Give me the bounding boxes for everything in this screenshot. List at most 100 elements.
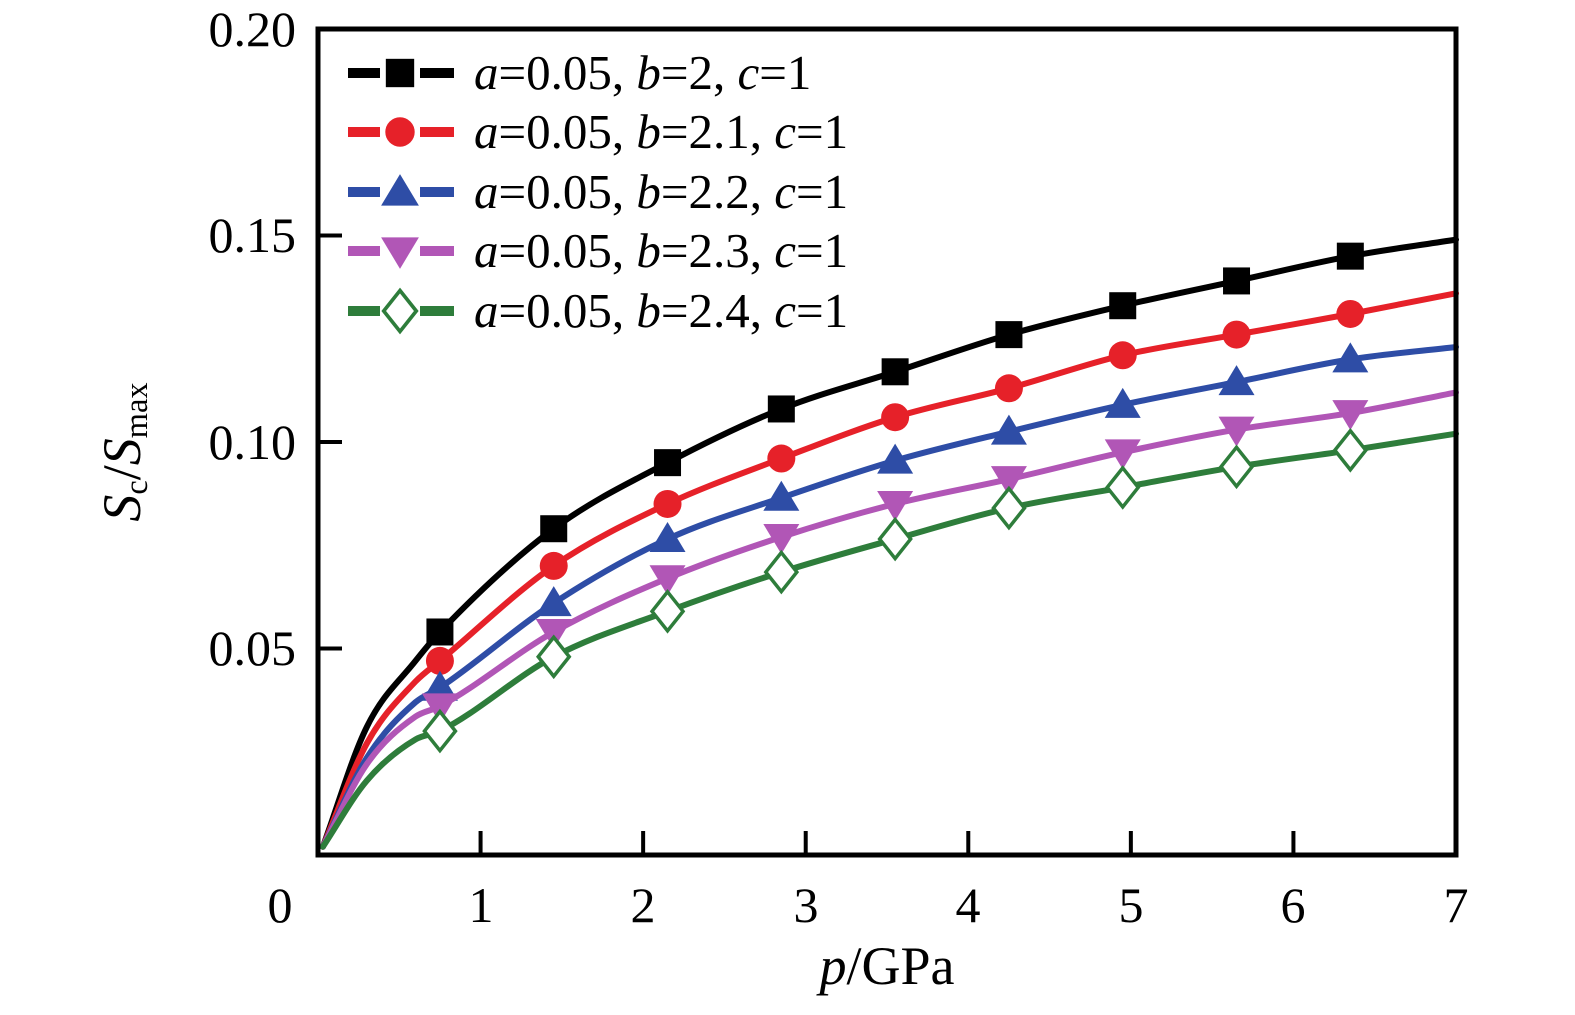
legend-filled-triangle-up (381, 174, 419, 206)
marker-filled-square-b2 (767, 395, 795, 423)
marker-filled-triangle-down-b2.3 (421, 693, 458, 724)
marker-open-diamond-b2.4 (991, 485, 1027, 531)
legend-filled-circle (385, 117, 415, 147)
marker-filled-triangle-up-b2.2 (649, 522, 686, 553)
marker-filled-square-b2 (1223, 267, 1251, 295)
marker-filled-circle-b2.1 (1336, 299, 1365, 328)
legend-marker-open-diamond (346, 283, 456, 339)
legend-var-c: c (774, 283, 797, 338)
series-b2.1 (319, 290, 1459, 850)
marker-filled-triangle-down-b2.3 (649, 565, 686, 596)
legend-swatch-svg (348, 174, 454, 206)
x-tick-label-2: 2 (630, 877, 656, 933)
y-tick-label-0.05: 0.05 (208, 620, 297, 676)
legend-label: a=0.05, b=2.2, c=1 (474, 164, 848, 220)
series-b2 (319, 236, 1459, 850)
y-axis-title-slash: / (92, 465, 152, 481)
y-axis-title-s1: S (92, 494, 152, 522)
marker-filled-square-b2 (995, 321, 1023, 349)
marker-filled-square-b2 (1336, 242, 1364, 270)
marker-filled-triangle-up-b2.2 (763, 480, 800, 511)
legend-val-b: =2.4, (660, 283, 775, 338)
legend-swatch-svg (348, 237, 454, 269)
legend-var-b: b (636, 104, 661, 159)
legend-val-b: =2.1, (660, 104, 775, 159)
legend-val-c: =1 (796, 164, 849, 219)
legend-item-b2.3: a=0.05, b=2.3, c=1 (346, 223, 848, 279)
y-axis-title-s2: S (92, 438, 152, 466)
marker-filled-triangle-down-b2.3 (1332, 400, 1369, 431)
legend-label: a=0.05, b=2.1, c=1 (474, 104, 848, 160)
marker-filled-square-b2 (540, 515, 568, 543)
legend-var-b: b (636, 164, 661, 219)
marker-filled-triangle-up-b2.2 (421, 670, 458, 701)
x-axis-title: p/GPa (687, 936, 1087, 996)
series-b2.4 (319, 427, 1459, 850)
legend-var-b: b (636, 223, 661, 278)
legend-val-c: =1 (796, 104, 849, 159)
marker-open-diamond-b2.4 (649, 589, 686, 634)
marker-filled-square-b2 (1109, 292, 1137, 320)
x-axis-title-unit: /GPa (846, 936, 955, 996)
legend-item-b2.2: a=0.05, b=2.2, c=1 (346, 164, 848, 220)
legend-label: a=0.05, b=2.4, c=1 (474, 283, 848, 339)
marker-filled-triangle-up-b2.2 (1332, 342, 1369, 373)
legend-swatch-svg (348, 287, 454, 335)
legend-val-c: =1 (759, 45, 812, 100)
marker-open-diamond-b2.4 (1218, 444, 1255, 490)
legend-val-c: =1 (796, 283, 849, 338)
legend-var-a: a (474, 45, 499, 100)
legend-label: a=0.05, b=2.3, c=1 (474, 223, 848, 279)
marker-filled-triangle-up-b2.2 (1218, 365, 1255, 396)
marker-filled-circle-b2.1 (994, 374, 1023, 403)
marker-open-diamond-b2.4 (422, 708, 458, 754)
legend-val-a: =0.05, (498, 164, 637, 219)
x-tick-label-7: 7 (1443, 877, 1469, 933)
x-tick-label-0: 0 (267, 877, 293, 933)
marker-filled-circle-b2.1 (653, 489, 682, 518)
legend-var-c: c (774, 164, 797, 219)
series-b2.3 (319, 389, 1459, 850)
legend-var-c: c (774, 223, 797, 278)
marker-filled-triangle-down-b2.3 (1218, 416, 1255, 447)
legend-var-b: b (636, 45, 661, 100)
marker-filled-triangle-down-b2.3 (990, 466, 1027, 497)
series-b2.2 (319, 342, 1459, 850)
legend-val-b: =2, (660, 45, 738, 100)
legend-var-a: a (474, 104, 499, 159)
legend-swatch-svg (348, 58, 454, 88)
legend-open-diamond (381, 287, 419, 335)
marker-filled-circle-b2.1 (539, 551, 568, 580)
legend-val-c: =1 (796, 223, 849, 278)
legend-marker-filled-triangle-up (346, 164, 456, 220)
marker-filled-triangle-up-b2.2 (877, 443, 914, 474)
legend-item-b2.1: a=0.05, b=2.1, c=1 (346, 104, 848, 160)
legend-item-b2.4: a=0.05, b=2.4, c=1 (346, 283, 848, 339)
marker-filled-square-b2 (426, 618, 454, 646)
marker-filled-triangle-up-b2.2 (535, 586, 572, 617)
marker-filled-square-b2 (881, 358, 909, 386)
marker-filled-triangle-down-b2.3 (1104, 439, 1141, 470)
marker-open-diamond-b2.4 (535, 634, 572, 680)
marker-open-diamond-b2.4 (1332, 427, 1369, 473)
y-tick-label-0.20: 0.20 (208, 1, 297, 57)
legend-label: a=0.05, b=2, c=1 (474, 45, 811, 101)
legend-filled-square (385, 58, 415, 88)
x-tick-label-1: 1 (468, 877, 494, 933)
y-axis-title: Sc/Smax (92, 382, 160, 521)
marker-open-diamond-b2.4 (877, 516, 913, 562)
legend-val-b: =2.3, (660, 223, 775, 278)
y-axis-title-sub-c: c (119, 480, 156, 495)
marker-open-diamond-b2.4 (1104, 465, 1141, 510)
legend-marker-filled-triangle-down (346, 223, 456, 279)
legend-filled-triangle-down (381, 237, 419, 269)
legend-var-c: c (774, 104, 797, 159)
legend-var-a: a (474, 223, 499, 278)
marker-filled-triangle-down-b2.3 (877, 490, 914, 521)
x-tick-label-5: 5 (1118, 877, 1144, 933)
marker-filled-triangle-down-b2.3 (763, 523, 800, 554)
plot-frame (315, 26, 1459, 858)
legend-val-b: =2.2, (660, 164, 775, 219)
x-tick-label-4: 4 (955, 877, 981, 933)
